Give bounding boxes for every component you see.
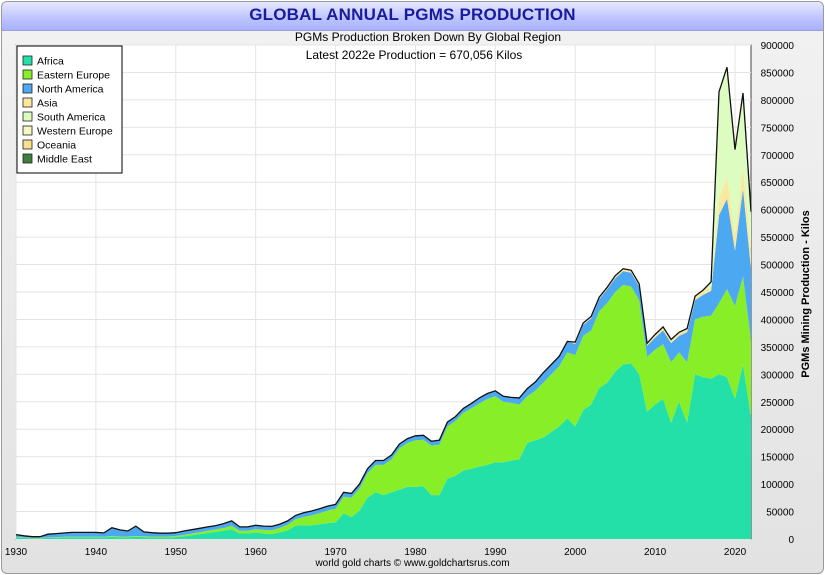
chart-subtitle: PGMs Production Broken Down By Global Re…	[295, 30, 561, 44]
y-tick-label: 850000	[761, 68, 795, 79]
legend-swatch	[22, 125, 33, 136]
y-tick-label: 400000	[761, 315, 795, 326]
y-tick-label: 550000	[761, 233, 795, 244]
legend-label: Asia	[37, 98, 58, 110]
x-tick-label: 2010	[644, 547, 667, 558]
y-tick-label: 700000	[761, 151, 795, 162]
legend-swatch	[22, 153, 33, 164]
area-series-africa	[16, 363, 751, 539]
x-tick-label: 1940	[85, 547, 108, 558]
y-axis-label: PGMs Mining Production - Kilos	[800, 210, 812, 377]
y-tick-label: 350000	[761, 343, 795, 354]
legend-box	[16, 45, 123, 174]
y-tick-label: 250000	[761, 398, 795, 409]
y-tick-label: 50000	[766, 508, 794, 519]
y-tick-label: 750000	[761, 123, 795, 134]
y-tick-label: 450000	[761, 288, 795, 299]
x-tick-label: 1930	[5, 547, 28, 558]
area-series-group	[15, 66, 752, 539]
legend-swatch	[22, 139, 33, 150]
x-tick-label: 1980	[404, 547, 427, 558]
chart-footer: world gold charts © www.goldchartsrus.co…	[315, 558, 510, 569]
y-tick-label: 500000	[761, 261, 795, 272]
x-tick-label: 2000	[564, 547, 587, 558]
y-tick-label: 650000	[761, 178, 795, 189]
x-tick-label: 2020	[724, 547, 747, 558]
legend-label: South America	[37, 112, 105, 124]
title-bar: GLOBAL ANNUAL PGMS PRODUCTION	[2, 2, 823, 31]
y-tick-label: 100000	[761, 480, 795, 491]
legend-label: Western Europe	[37, 126, 113, 138]
legend-swatch	[22, 55, 33, 66]
y-tick-label: 200000	[761, 425, 795, 436]
y-tick-label: 900000	[761, 41, 795, 52]
x-tick-label: 1950	[165, 547, 188, 558]
y-tick-label: 600000	[761, 206, 795, 217]
legend-swatch	[22, 83, 33, 94]
x-tick-label: 1990	[484, 547, 507, 558]
legend: Africa Eastern Europe North America Asia Sou…	[16, 45, 123, 174]
y-tick-label: 300000	[761, 370, 795, 381]
total-outline	[15, 66, 752, 538]
chart-annotation: Latest 2022e Production = 670,056 Kilos	[306, 48, 523, 62]
area-series-eastern-europe	[16, 276, 751, 539]
y-tick-label: 800000	[761, 96, 795, 107]
x-axis-ticks: 1930 1940 1950 1960 1970 1980 1990 2000 2010 2020	[5, 547, 747, 558]
legend-label: Middle East	[37, 154, 92, 166]
x-tick-label: 1970	[324, 547, 347, 558]
x-tick-label: 1960	[245, 547, 268, 558]
chart-title: GLOBAL ANNUAL PGMS PRODUCTION	[249, 5, 576, 24]
legend-swatch	[22, 69, 33, 80]
y-axis-ticks: 0 50000 100000 150000 200000 250000 300000 3500…	[761, 41, 795, 546]
legend-label: Eastern Europe	[37, 70, 110, 82]
legend-label: North America	[37, 84, 104, 96]
y-tick-label: 150000	[761, 453, 795, 464]
legend-swatch	[22, 111, 33, 122]
legend-swatch	[22, 97, 33, 108]
legend-label: Africa	[37, 56, 64, 68]
legend-label: Oceania	[37, 140, 76, 152]
y-tick-label: 0	[788, 535, 794, 546]
